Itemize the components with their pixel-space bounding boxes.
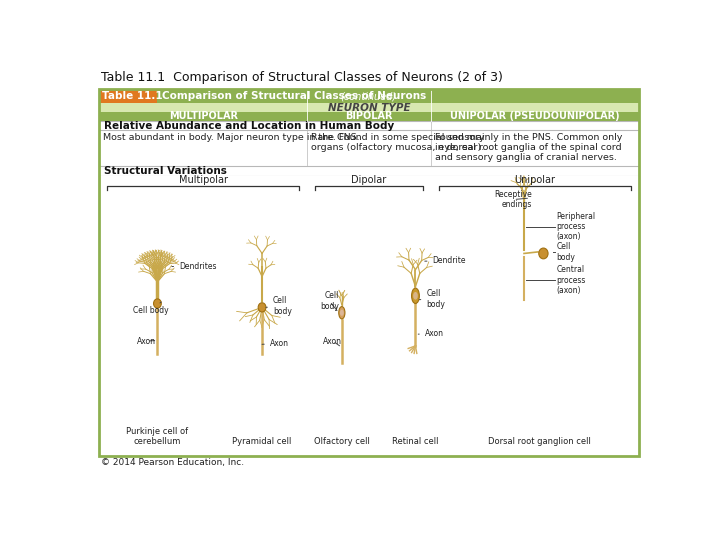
Text: Rare. Found in some special sensory
organs (olfactory mucosa, eye, ear).: Rare. Found in some special sensory orga… — [311, 132, 485, 152]
Text: Structural Variations: Structural Variations — [104, 166, 227, 176]
Text: (continued): (continued) — [341, 91, 397, 102]
Bar — [158, 90, 639, 103]
Text: Table 11.1  Comparison of Structural Classes of Neurons (2 of 3): Table 11.1 Comparison of Structural Clas… — [101, 71, 503, 84]
Text: Dendrite: Dendrite — [425, 256, 466, 266]
Text: Found mainly in the PNS. Common only
in dorsal root ganglia of the spinal cord
a: Found mainly in the PNS. Common only in … — [435, 132, 622, 163]
Text: Purkinje cell of
cerebellum: Purkinje cell of cerebellum — [127, 427, 189, 446]
Ellipse shape — [413, 292, 418, 300]
Text: Cell
body: Cell body — [557, 242, 575, 261]
Text: MULTIPOLAR: MULTIPOLAR — [168, 111, 238, 122]
Text: Axon: Axon — [323, 336, 342, 346]
Text: Retinal cell: Retinal cell — [392, 437, 438, 446]
Text: UNIPOLAR (PSEUDOUNIPOLAR): UNIPOLAR (PSEUDOUNIPOLAR) — [450, 111, 620, 122]
Text: Multipolar: Multipolar — [179, 175, 228, 185]
Ellipse shape — [340, 309, 343, 316]
Ellipse shape — [338, 307, 345, 319]
Text: Dorsal root ganglion cell: Dorsal root ganglion cell — [488, 437, 591, 446]
Text: Dendrites: Dendrites — [172, 262, 217, 271]
Bar — [99, 176, 639, 455]
Bar — [99, 90, 158, 103]
Ellipse shape — [153, 299, 161, 308]
Text: Pyramidal cell: Pyramidal cell — [233, 437, 292, 446]
Ellipse shape — [258, 303, 266, 312]
Text: © 2014 Pearson Education, Inc.: © 2014 Pearson Education, Inc. — [101, 458, 244, 467]
Bar — [99, 90, 639, 456]
Text: Dipolar: Dipolar — [351, 175, 387, 185]
Text: Relative Abundance and Location in Human Body: Relative Abundance and Location in Human… — [104, 120, 395, 131]
Text: Cell body: Cell body — [132, 302, 168, 315]
Text: Peripheral
process
(axon): Peripheral process (axon) — [557, 212, 595, 241]
Text: Axon: Axon — [138, 336, 156, 346]
Bar — [99, 112, 639, 121]
Text: Table 11.1: Table 11.1 — [102, 91, 163, 102]
Text: Unipolar: Unipolar — [514, 175, 555, 185]
Text: Most abundant in body. Major neuron type in the CNS.: Most abundant in body. Major neuron type… — [103, 132, 360, 141]
Text: NEURON TYPE: NEURON TYPE — [328, 103, 410, 112]
Text: BIPOLAR: BIPOLAR — [346, 111, 392, 122]
Text: Cell
body: Cell body — [266, 296, 292, 315]
Ellipse shape — [539, 248, 548, 259]
Text: Cell
body: Cell body — [419, 289, 445, 308]
Text: Central
process
(axon): Central process (axon) — [557, 266, 586, 295]
Text: Axon: Axon — [262, 339, 289, 348]
Text: Cell
body: Cell body — [320, 292, 339, 311]
Text: Axon: Axon — [418, 329, 444, 338]
Text: Comparison of Structural Classes of Neurons: Comparison of Structural Classes of Neur… — [162, 91, 426, 102]
Text: Receptive
endings: Receptive endings — [495, 190, 532, 209]
Text: Olfactory cell: Olfactory cell — [314, 437, 370, 446]
Ellipse shape — [412, 288, 419, 303]
Bar — [99, 103, 639, 112]
